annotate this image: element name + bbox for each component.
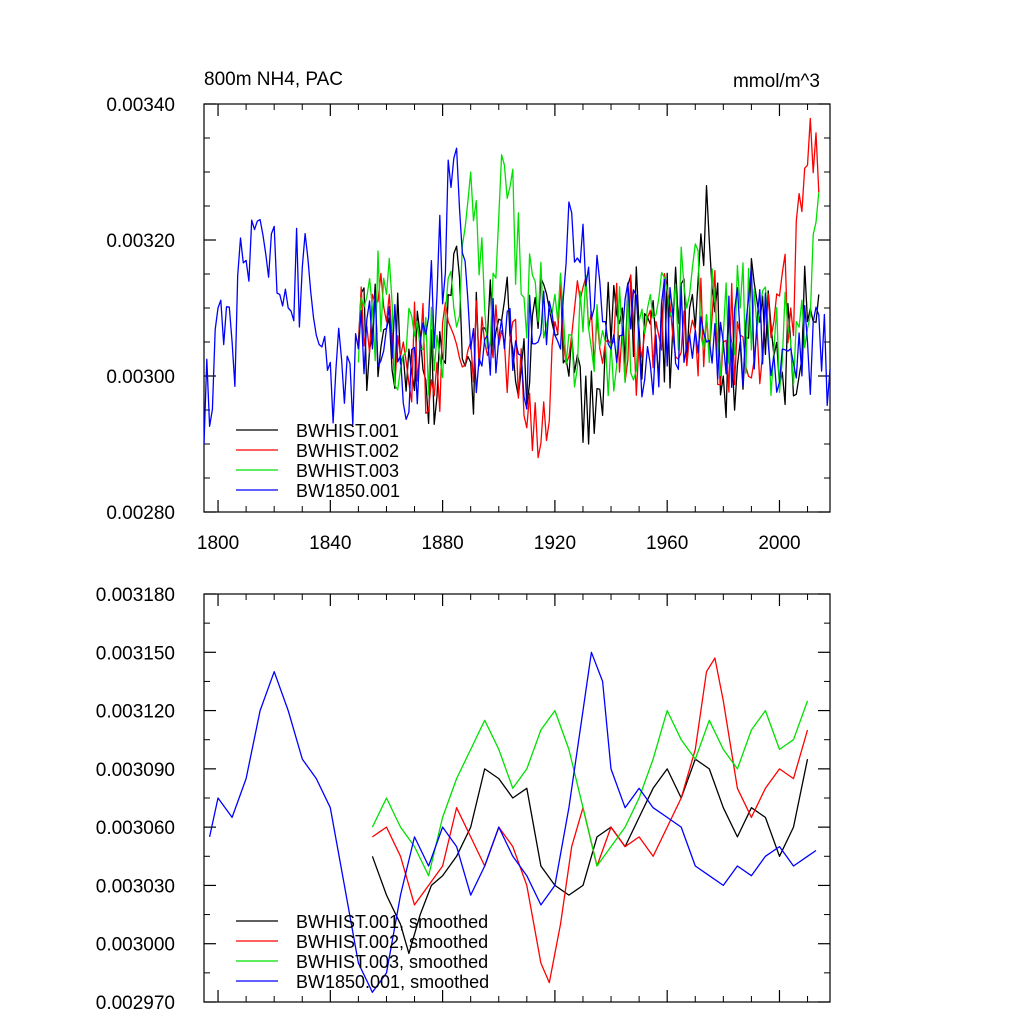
x-tick-label: 1840: [309, 533, 351, 554]
y-tick-label: 0.003000: [96, 935, 175, 956]
bottom-panel: 0.002970 0.003000 0.003030 0.003060 0.003090…: [96, 585, 831, 1014]
y-tick-label: 0.003030: [96, 876, 175, 897]
x-tick-label: 1920: [534, 533, 576, 554]
y-tick-label: 0.003180: [96, 585, 175, 606]
y-tick-label: 0.003120: [96, 702, 175, 723]
legend-label: BW1850.001, smoothed: [296, 972, 489, 992]
top-ticks: 1800 1840 1880 1920 1960 2000 0.00280 0.00300 0.…: [106, 95, 830, 554]
y-tick-label: 0.002970: [96, 993, 175, 1014]
series-line-bwhist-001: [371, 758, 809, 955]
y-tick-label: 0.00300: [106, 367, 175, 388]
legend-label: BWHIST.003: [296, 461, 399, 481]
series-line-bwhist-003: [371, 700, 809, 877]
legend-label: BW1850.001: [296, 481, 400, 501]
top-series: [203, 117, 831, 459]
x-tick-label: 1800: [197, 533, 239, 554]
y-tick-label: 0.00340: [106, 95, 175, 116]
legend-label: BWHIST.002, smoothed: [296, 932, 488, 952]
bottom-ticks: 0.002970 0.003000 0.003030 0.003060 0.003090…: [96, 585, 830, 1014]
legend-label: BWHIST.003, smoothed: [296, 952, 488, 972]
top-panel: 800m NH4, PAC mmol/m^3 1800 1840 1880 1920 1…: [106, 69, 831, 554]
legend-label: BWHIST.001: [296, 421, 399, 441]
top-chart-units: mmol/m^3: [733, 71, 820, 92]
y-tick-label: 0.003150: [96, 643, 175, 664]
y-tick-label: 0.003090: [96, 760, 175, 781]
y-tick-label: 0.003060: [96, 818, 175, 839]
legend-label: BWHIST.001, smoothed: [296, 912, 488, 932]
top-chart-title: 800m NH4, PAC: [204, 69, 343, 90]
legend-label: BWHIST.002: [296, 441, 399, 461]
series-line-bw1850-001: [203, 147, 831, 445]
y-tick-label: 0.00280: [106, 503, 175, 524]
series-line-bwhist-003: [357, 154, 820, 397]
bottom-series: [208, 651, 817, 993]
x-tick-label: 1960: [646, 533, 688, 554]
x-tick-label: 1880: [421, 533, 463, 554]
x-tick-label: 2000: [758, 533, 800, 554]
y-tick-label: 0.00320: [106, 231, 175, 252]
series-line-bw1850-001: [208, 651, 817, 993]
